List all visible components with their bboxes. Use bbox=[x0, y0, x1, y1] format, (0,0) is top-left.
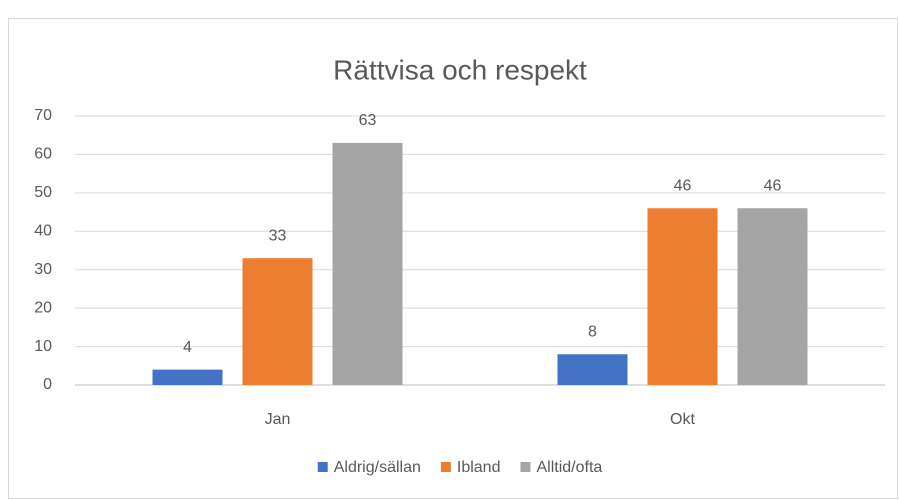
data-label: 46 bbox=[674, 177, 692, 194]
legend-label: Aldrig/sällan bbox=[334, 459, 421, 476]
data-label: 33 bbox=[269, 227, 287, 244]
legend-label: Alltid/ofta bbox=[536, 459, 602, 476]
x-tick-label: Jan bbox=[265, 411, 291, 428]
y-tick-label: 70 bbox=[34, 107, 52, 124]
bar bbox=[647, 208, 718, 385]
data-label: 4 bbox=[183, 339, 192, 356]
y-tick-label: 40 bbox=[34, 223, 52, 240]
y-tick-label: 0 bbox=[43, 376, 52, 393]
data-label: 63 bbox=[359, 112, 377, 129]
y-tick-label: 60 bbox=[34, 146, 52, 163]
y-tick-label: 50 bbox=[34, 184, 52, 201]
legend-swatch bbox=[317, 462, 328, 472]
legend-swatch bbox=[440, 462, 451, 472]
legend-swatch bbox=[520, 462, 531, 472]
data-label: 8 bbox=[588, 323, 597, 340]
bar bbox=[737, 208, 808, 385]
y-tick-label: 20 bbox=[34, 299, 52, 316]
y-tick-label: 10 bbox=[34, 338, 52, 355]
chart-title: Rättvisa och respekt bbox=[333, 54, 587, 85]
data-label: 46 bbox=[764, 177, 782, 194]
legend-label: Ibland bbox=[457, 459, 501, 476]
bar bbox=[557, 354, 628, 385]
y-tick-label: 30 bbox=[34, 261, 52, 278]
bar bbox=[152, 369, 223, 385]
x-tick-label: Okt bbox=[670, 411, 695, 428]
bar bbox=[332, 142, 403, 385]
bar bbox=[242, 258, 313, 385]
